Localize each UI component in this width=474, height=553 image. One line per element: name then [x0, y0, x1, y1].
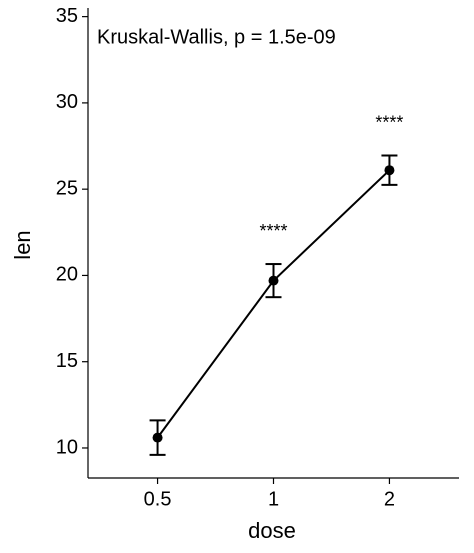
- y-tick-label: 15: [56, 350, 78, 372]
- y-axis-label: len: [10, 230, 35, 259]
- point: [384, 165, 395, 176]
- x-tick-label: 0.5: [144, 488, 172, 510]
- test-annotation: Kruskal-Wallis, p = 1.5e-09: [97, 26, 336, 48]
- x-tick-label: 2: [384, 488, 395, 510]
- y-tick-label: 35: [56, 5, 78, 27]
- point: [268, 275, 279, 286]
- significance-label: ****: [259, 221, 287, 241]
- y-tick-label: 10: [56, 436, 78, 458]
- x-axis-label: dose: [248, 518, 296, 543]
- y-tick-label: 25: [56, 177, 78, 199]
- x-tick-label: 1: [268, 488, 279, 510]
- y-tick-label: 20: [56, 264, 78, 286]
- significance-label: ****: [375, 112, 403, 132]
- series-line: [156, 169, 391, 439]
- y-tick-label: 30: [56, 91, 78, 113]
- point: [152, 432, 163, 443]
